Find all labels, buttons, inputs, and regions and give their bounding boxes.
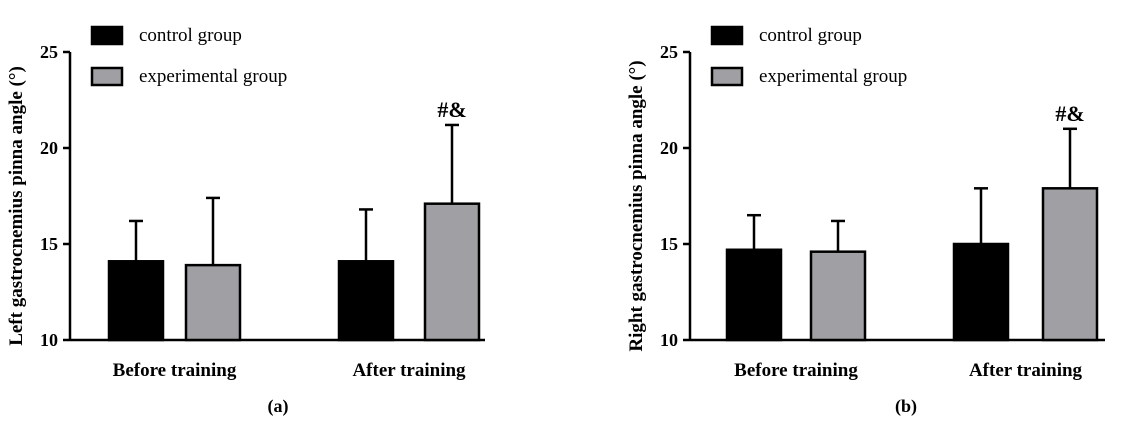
x-tick-label: After training	[969, 360, 1083, 381]
legend-swatch-control	[710, 25, 744, 46]
legend-swatch-experimental	[90, 66, 124, 87]
legend-label: control group	[759, 25, 862, 46]
bar-experimental	[809, 250, 867, 342]
bar-experimental	[423, 202, 481, 342]
chart-panel-b: 10 15 20 25 Right gastrocnemius pinna angle …	[626, 25, 1105, 417]
legend-label: experimental group	[139, 66, 287, 87]
x-tick-label: Before training	[113, 360, 237, 381]
bar-control	[107, 260, 165, 342]
x-tick-label: Before training	[734, 360, 858, 381]
bar-experimental	[1041, 187, 1099, 342]
panel-label: (a)	[268, 396, 289, 417]
bar-control	[725, 248, 783, 342]
bar-control	[952, 242, 1010, 342]
y-tick-label: 15	[40, 234, 58, 254]
bar-experimental	[184, 263, 242, 342]
legend-swatch-experimental	[710, 66, 744, 87]
y-tick-label: 10	[40, 330, 58, 350]
y-tick-label: 25	[660, 42, 678, 62]
significance-annotation: #&	[1055, 101, 1084, 126]
y-tick-label: 25	[40, 42, 58, 62]
y-tick-label: 20	[40, 138, 58, 158]
y-axis-label: Left gastrocnemius pinna angle (°)	[6, 66, 27, 346]
legend-swatch-control	[90, 25, 124, 46]
chart-panel-a: 10 15 20 25 Left gastrocnemius pinna angle (…	[6, 25, 485, 417]
bar-control	[337, 260, 395, 342]
y-tick-label: 20	[660, 138, 678, 158]
significance-annotation: #&	[437, 97, 466, 122]
y-tick-label: 15	[660, 234, 678, 254]
legend-label: control group	[139, 25, 242, 46]
y-axis-label: Right gastrocnemius pinna angle (°)	[626, 60, 647, 351]
x-tick-label: After training	[352, 360, 466, 381]
legend-label: experimental group	[759, 66, 907, 87]
panel-label: (b)	[895, 396, 917, 417]
y-tick-label: 10	[660, 330, 678, 350]
